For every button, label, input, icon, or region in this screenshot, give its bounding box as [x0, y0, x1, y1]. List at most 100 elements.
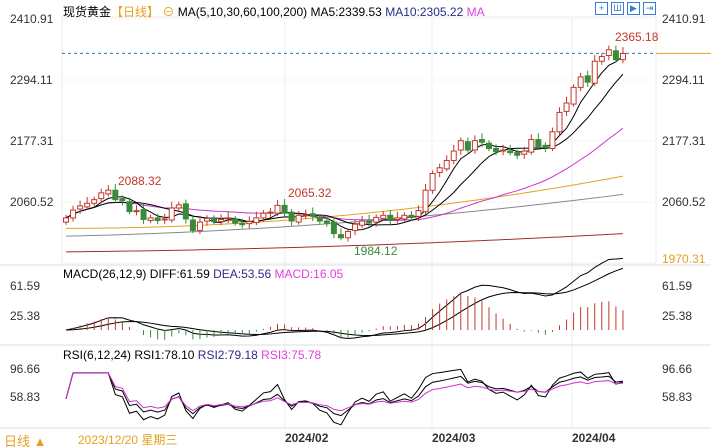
period-toggle-button[interactable]: 日线 ▲	[4, 434, 47, 447]
candle-body	[84, 202, 91, 208]
candle-body	[591, 60, 598, 84]
rsi-axis: 96.66	[10, 362, 41, 376]
rsi-axis: 96.66	[662, 362, 693, 376]
candle-body	[211, 218, 218, 223]
month-label: 2024/03	[432, 431, 476, 445]
candle-body	[493, 147, 500, 153]
candle-body	[232, 218, 239, 224]
candle-body	[387, 214, 394, 222]
annotation-low: 1984.12	[354, 244, 398, 258]
annotation-high: 2365.18	[615, 30, 659, 44]
ma10-value: MA10:2305.22	[385, 5, 464, 19]
candle-body	[91, 199, 98, 204]
macd-header: MACD(26,12,9) DIFF:61.59 DEA:53.56 MACD:…	[63, 267, 343, 281]
annotation-high: 2065.32	[288, 186, 332, 200]
rsi-axis: 58.83	[10, 390, 41, 404]
price-axis-right: 2177.31	[662, 134, 706, 148]
candle-body	[225, 217, 232, 220]
candle-body	[436, 167, 443, 173]
candle-body	[133, 210, 140, 213]
month-label: 2024/02	[285, 431, 329, 445]
price-axis-right: 2060.52	[662, 195, 706, 209]
candle-body	[570, 86, 577, 105]
candle-body	[584, 75, 591, 83]
price-axis-left: 2177.31	[10, 134, 54, 148]
macd-diff: DIFF:61.59	[149, 267, 210, 281]
macd-axis: 25.38	[10, 309, 41, 323]
candle-body	[154, 217, 161, 222]
candle-body	[281, 204, 288, 214]
candle-body	[204, 217, 210, 222]
candle-body	[605, 49, 612, 57]
candle-body	[267, 211, 274, 214]
candle-body	[507, 150, 514, 154]
rsi-axis: 58.83	[662, 390, 693, 404]
macd-value: MACD:16.05	[274, 267, 344, 281]
period-selector[interactable]: 【日线】	[111, 5, 160, 19]
zoom-in-icon[interactable]: Ш	[611, 2, 624, 15]
price-axis-left: 2060.52	[10, 195, 54, 209]
rsi-label: RSI(6,12,24)	[63, 348, 132, 362]
candle-body	[514, 152, 521, 156]
crosshair-icon[interactable]: +	[595, 2, 608, 15]
ma200-line	[65, 233, 623, 253]
candle-body	[330, 221, 337, 235]
price-axis-bottom: 1970.31	[662, 252, 706, 266]
candle-body	[352, 223, 359, 231]
candle-body	[77, 205, 84, 210]
candle-body	[140, 209, 147, 220]
candle-body	[401, 214, 408, 220]
candle-body	[168, 207, 175, 221]
ma30-line	[65, 127, 624, 222]
candle-body	[182, 203, 189, 220]
candle-body	[429, 173, 436, 191]
candle-body	[302, 214, 309, 217]
candle-body	[366, 220, 373, 224]
rsi3-value: RSI3:75.78	[261, 348, 322, 362]
settings-icon[interactable]: ⊖	[159, 5, 178, 19]
candle-body	[500, 149, 507, 152]
candle-body	[345, 230, 351, 239]
ma-label[interactable]: MA(5,10,30,60,100,200)	[177, 5, 308, 19]
candle-body	[246, 221, 253, 225]
macd-label: MACD(26,12,9)	[63, 267, 147, 281]
candle-body	[619, 52, 626, 61]
chart-header: 现货黄金【日线】 ⊖ MA(5,10,30,60,100,200) MA5:23…	[63, 3, 485, 20]
rsi2-value: RSI2:79.18	[197, 348, 258, 362]
macd-dea-line	[65, 267, 624, 337]
rsi6-line	[65, 368, 624, 426]
candle-body	[274, 204, 281, 214]
candle-body	[528, 139, 535, 153]
macd-axis: 61.59	[662, 279, 693, 293]
price-axis-left: 2294.11	[10, 73, 53, 87]
ma5-value: MA5:2339.53	[310, 5, 382, 19]
candle-body	[486, 142, 492, 149]
candle-body	[288, 211, 295, 222]
forward-icon[interactable]: ⇥	[643, 2, 656, 15]
candle-body	[161, 218, 168, 221]
candle-body	[359, 220, 366, 226]
candle-body	[542, 144, 549, 148]
candle-body	[98, 192, 105, 200]
candle-body	[478, 139, 485, 143]
candle-body	[189, 219, 196, 231]
play-icon[interactable]: ▶	[627, 2, 640, 15]
candle-body	[119, 198, 126, 202]
candle-body	[408, 214, 415, 218]
candle-body	[63, 217, 69, 223]
rsi12-line	[65, 372, 624, 417]
macd-dea: DEA:53.56	[213, 267, 272, 281]
candle-body	[175, 204, 182, 209]
candle-body	[260, 212, 267, 219]
annotation-high: 2088.32	[118, 174, 162, 188]
candle-body	[70, 209, 77, 219]
candle-body	[563, 102, 570, 112]
candle-body	[196, 221, 203, 231]
candle-body	[457, 140, 464, 151]
candle-body	[422, 189, 429, 213]
rsi24-line	[65, 372, 623, 412]
candle-body	[337, 234, 344, 239]
candle-body	[253, 217, 260, 224]
candle-body	[295, 214, 302, 223]
